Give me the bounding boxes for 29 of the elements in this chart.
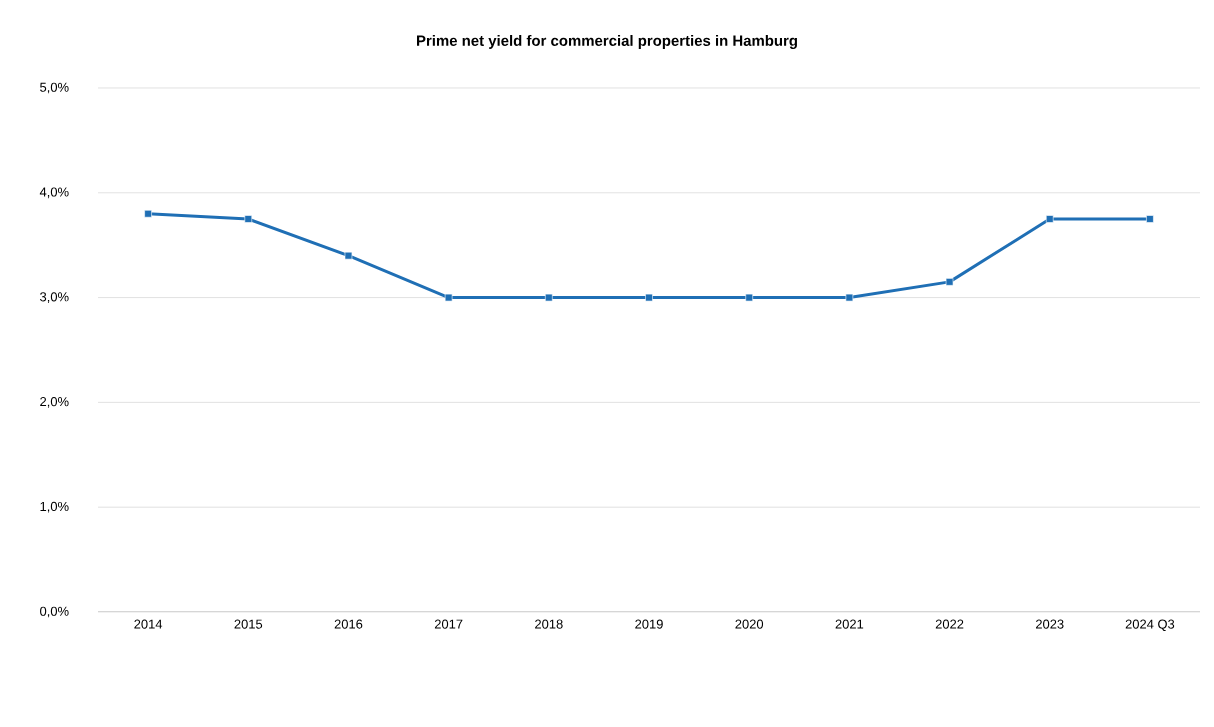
x-tick-label: 2024 Q3 xyxy=(1125,619,1175,631)
point xyxy=(945,278,954,286)
y-tick-label: 2,0% xyxy=(40,397,69,408)
x-tick-label: 2014 xyxy=(134,619,163,629)
y-tick-label: 3,0% xyxy=(40,292,69,303)
x-tick-label: 2018 xyxy=(535,619,563,629)
x-tick-label: 2023 xyxy=(1035,619,1064,629)
chart-title: Prime net yield for commercial properties in Hamburg xyxy=(417,34,797,49)
point xyxy=(845,293,854,302)
point xyxy=(444,293,453,302)
x-tick-label: 2021 xyxy=(835,619,864,629)
point xyxy=(1045,215,1054,223)
point xyxy=(1146,215,1154,223)
point xyxy=(144,209,152,218)
point xyxy=(545,293,553,302)
point xyxy=(344,251,353,260)
y-tick-label: 0,0% xyxy=(40,606,69,618)
point xyxy=(244,215,253,223)
point xyxy=(645,293,653,302)
y-tick-label: 4,0% xyxy=(39,187,69,199)
point xyxy=(745,293,753,302)
y-tick-label: 1,0% xyxy=(40,501,69,513)
x-tick-label: 2016 xyxy=(334,619,363,629)
y-tick-label: 5,0% xyxy=(40,82,69,94)
x-tick-label: 2022 xyxy=(935,619,964,629)
x-tick-label: 2019 xyxy=(635,619,663,629)
x-tick-label: 2015 xyxy=(234,619,263,629)
x-tick-label: 2017 xyxy=(434,619,463,629)
x-tick-label: 2020 xyxy=(735,619,764,629)
